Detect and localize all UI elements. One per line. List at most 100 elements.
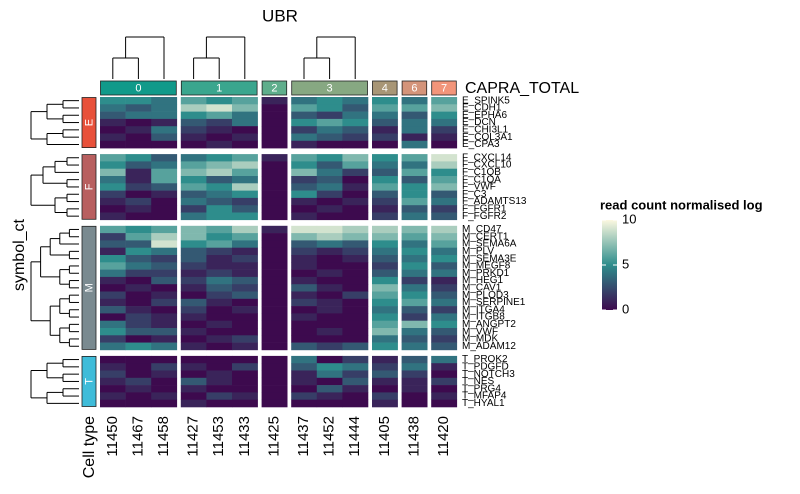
heatmap-cell — [232, 118, 258, 127]
heatmap-cell — [180, 111, 207, 120]
heatmap-cell — [206, 133, 233, 142]
heatmap-cell — [100, 233, 126, 241]
heatmap-cell — [372, 118, 398, 127]
heatmap-cell — [100, 225, 126, 234]
heatmap-cell — [261, 161, 288, 169]
column-annotation-title: CAPRA_TOTAL — [465, 80, 579, 97]
heatmap-cell — [291, 355, 318, 364]
heatmap-cell — [316, 97, 343, 105]
heatmap-cell — [180, 140, 207, 149]
heatmap-cell — [151, 291, 178, 300]
heatmap-cell — [316, 161, 343, 169]
heatmap-cell — [206, 212, 233, 221]
heatmap-cell — [342, 161, 369, 169]
y-tick-label: M_ITGA4 — [462, 304, 505, 315]
heatmap-cell — [342, 298, 369, 307]
heatmap-cell — [151, 284, 178, 292]
heatmap-cell — [125, 161, 152, 169]
heatmap-cell — [100, 370, 126, 379]
heatmap-cell — [206, 126, 233, 134]
heatmap-cell — [372, 161, 398, 169]
y-tick-label: F_C3 — [462, 189, 487, 200]
heatmap-cell — [100, 377, 126, 386]
heatmap-cell — [180, 269, 207, 278]
heatmap-cell — [431, 190, 458, 199]
column-annotation — [401, 80, 428, 96]
x-tick-label: 11420 — [435, 416, 452, 457]
heatmap-cell — [316, 385, 343, 393]
heatmap-cell — [151, 377, 178, 386]
heatmap-cell — [401, 176, 428, 184]
heatmap-cell — [291, 399, 318, 408]
heatmap-cell — [372, 168, 398, 177]
x-tick-label: 11433 — [236, 416, 253, 457]
y-tick-label: F_C1QA — [462, 174, 501, 185]
heatmap-cell — [100, 97, 126, 105]
heatmap-cell — [342, 320, 369, 329]
heatmap-cell — [291, 205, 318, 213]
heatmap-cell — [100, 133, 126, 142]
heatmap-cell — [372, 240, 398, 248]
heatmap-cell — [316, 276, 343, 285]
heatmap-cell — [151, 306, 178, 314]
heatmap-cell — [261, 133, 288, 142]
y-tick-label: M_ITGB8 — [462, 312, 505, 323]
heatmap-cell — [372, 176, 398, 184]
heatmap-cell — [206, 328, 233, 336]
heatmap-cell — [342, 363, 369, 371]
heatmap-cell — [151, 154, 178, 162]
heatmap-cell — [372, 313, 398, 321]
heatmap-cell — [180, 212, 207, 221]
heatmap-cell — [291, 97, 318, 105]
heatmap-cell — [100, 262, 126, 270]
y-tick-label: M_PLOD3 — [462, 290, 509, 301]
heatmap-cell — [151, 183, 178, 191]
heatmap-cell — [151, 328, 178, 336]
y-tick-label: E_COL3A1 — [462, 132, 513, 143]
heatmap-cell — [151, 233, 178, 241]
heatmap-cell — [261, 291, 288, 300]
heatmap-cell — [342, 118, 369, 127]
heatmap-cell — [316, 126, 343, 134]
heatmap-cell — [372, 233, 398, 241]
heatmap-cell — [431, 111, 458, 120]
heatmap-cell — [232, 247, 258, 256]
heatmap-cell — [125, 126, 152, 134]
heatmap-cell — [261, 255, 288, 263]
heatmap-cell — [261, 328, 288, 336]
y-tick-label: T_MFAP4 — [462, 391, 507, 402]
heatmap-cell — [316, 233, 343, 241]
y-tick-label: M_PLV — [462, 246, 494, 257]
heatmap-cell — [291, 118, 318, 127]
column-annotation — [180, 80, 258, 96]
heatmap-cell — [431, 176, 458, 184]
heatmap-cell — [431, 262, 458, 270]
heatmap-cell — [431, 233, 458, 241]
y-tick-label: T_PDGFD — [462, 361, 509, 372]
column-annotation-label: 6 — [411, 82, 417, 94]
heatmap-cell — [372, 328, 398, 336]
heatmap-cell — [342, 212, 369, 221]
heatmap-cell — [100, 212, 126, 221]
heatmap-cell — [431, 140, 458, 149]
heatmap-cell — [261, 276, 288, 285]
heatmap-cell — [125, 392, 152, 400]
heatmap-cell — [125, 111, 152, 120]
heatmap-cell — [291, 269, 318, 278]
heatmap-cell — [180, 233, 207, 241]
heatmap-cell — [232, 176, 258, 184]
heatmap-cell — [151, 111, 178, 120]
heatmap-cell — [316, 306, 343, 314]
heatmap-cell — [206, 176, 233, 184]
heatmap-cell — [431, 320, 458, 329]
heatmap-cell — [431, 205, 458, 213]
heatmap-cell — [125, 104, 152, 112]
heatmap-cell — [316, 298, 343, 307]
heatmap-cell — [401, 190, 428, 199]
heatmap-cell — [100, 363, 126, 371]
heatmap-cell — [100, 276, 126, 285]
heatmap-cell — [180, 126, 207, 134]
heatmap-cell — [291, 126, 318, 134]
heatmap-cell — [261, 313, 288, 321]
heatmap-cell — [401, 255, 428, 263]
